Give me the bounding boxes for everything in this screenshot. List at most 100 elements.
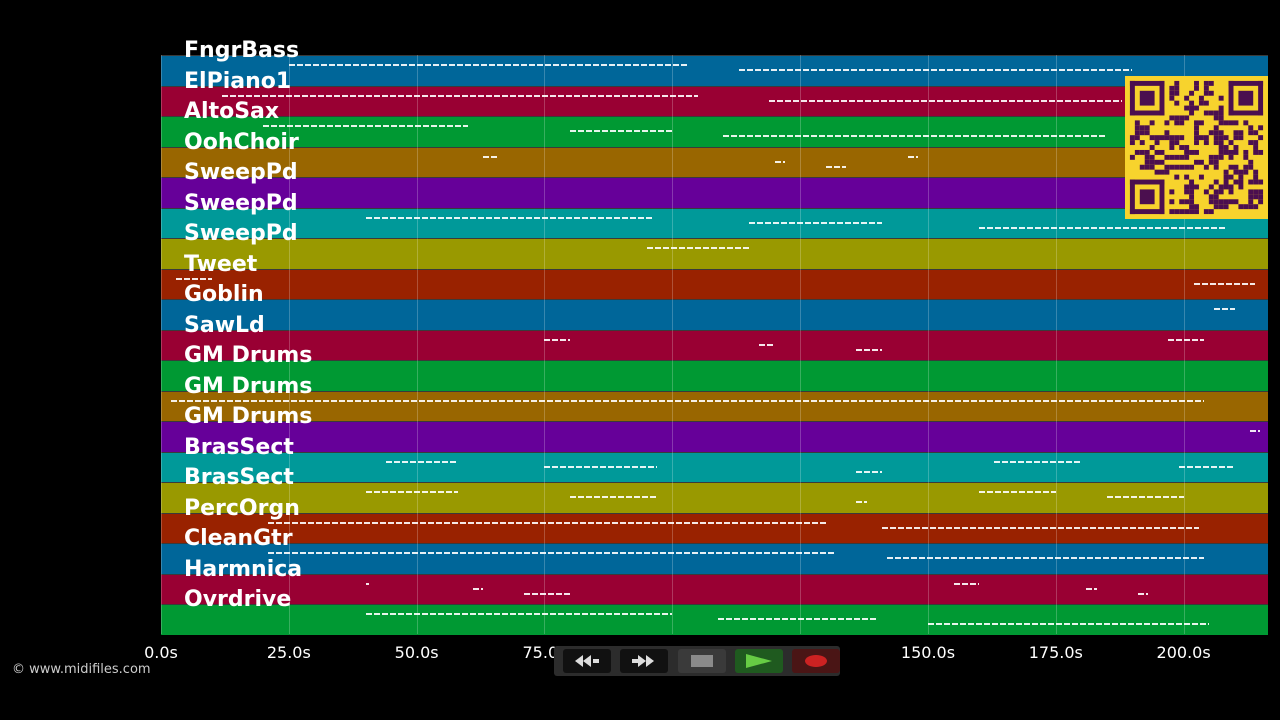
time-tick-label: 200.0s: [1156, 643, 1211, 662]
track-name: ElPiano1: [184, 68, 292, 94]
note: [385, 461, 458, 463]
note: [365, 613, 673, 615]
track-name: BrasSect: [184, 434, 294, 460]
track-name: Tweet: [184, 251, 258, 277]
track-lane: [161, 574, 1268, 605]
grid-line: [288, 55, 290, 634]
track-name: PercOrgn: [184, 495, 300, 521]
track-lane: [161, 513, 1268, 544]
track-name: Harmnica: [184, 556, 303, 582]
track-lane: [161, 269, 1268, 300]
record-icon: [805, 655, 827, 667]
fast-forward-icon: [632, 655, 654, 667]
note: [825, 166, 847, 168]
time-tick-label: 25.0s: [266, 643, 311, 662]
grid-line: [416, 55, 418, 634]
note: [365, 491, 458, 493]
track-lane: [161, 421, 1268, 452]
note: [881, 527, 1199, 529]
track-name: GM Drums: [184, 404, 313, 429]
note: [887, 557, 1205, 559]
note: [1178, 466, 1235, 468]
note: [927, 623, 1210, 625]
note: [222, 95, 698, 97]
track-lane: [161, 238, 1268, 269]
note: [994, 461, 1082, 463]
track-name: CleanGtr: [184, 526, 293, 551]
note: [1193, 283, 1256, 285]
track-lane: [161, 116, 1268, 147]
time-tick-label: 0.0s: [144, 643, 178, 662]
fast-forward-button[interactable]: [620, 649, 668, 673]
note: [1214, 308, 1235, 310]
rewind-button[interactable]: [563, 649, 611, 673]
track-lane: [161, 482, 1268, 513]
note: [759, 344, 775, 346]
note: [1250, 430, 1261, 432]
note: [544, 466, 657, 468]
play-icon: [746, 654, 772, 668]
track-name: SweepPd: [184, 190, 298, 216]
note: [738, 69, 1133, 71]
note: [749, 222, 882, 224]
grid-line: [927, 55, 929, 634]
note: [856, 501, 867, 503]
note: [769, 100, 1123, 102]
grid-line: [544, 55, 546, 634]
track-name: Ovrdrive: [184, 587, 292, 612]
note: [570, 496, 657, 498]
track-lane: [161, 147, 1268, 178]
track-lane: [161, 299, 1268, 330]
note: [544, 339, 571, 341]
note: [524, 593, 571, 595]
note: [483, 156, 499, 158]
note: [646, 247, 749, 249]
note: [171, 400, 1205, 402]
note: [979, 491, 1056, 493]
grid-line: [800, 55, 802, 634]
track-lane: [161, 360, 1268, 391]
track-lane: [161, 391, 1268, 422]
note: [1168, 339, 1205, 341]
track-name: SawLd: [184, 312, 265, 338]
grid-line: [1055, 55, 1057, 634]
track-name: AltoSax: [184, 99, 280, 124]
note: [472, 588, 484, 590]
track-name: GM Drums: [184, 373, 313, 399]
note: [263, 125, 468, 127]
time-tick-label: 175.0s: [1028, 643, 1083, 662]
grid-line: [1183, 55, 1185, 634]
note: [718, 618, 877, 620]
note: [570, 130, 673, 132]
note: [1086, 588, 1097, 590]
piano-roll[interactable]: [161, 55, 1268, 635]
track-name: SweepPd: [184, 160, 298, 185]
note: [979, 227, 1225, 229]
track-name: BrasSect: [184, 465, 294, 490]
track-lane: [161, 177, 1268, 208]
track-lane: [161, 543, 1268, 574]
qr-code-image: [1129, 80, 1264, 215]
note: [856, 471, 882, 473]
play-button[interactable]: [735, 649, 783, 673]
track-lane: [161, 604, 1268, 635]
transport-controls: [554, 646, 840, 676]
stop-button[interactable]: [678, 649, 726, 673]
record-button[interactable]: [792, 649, 840, 673]
track-lane: [161, 55, 1268, 86]
note: [723, 135, 1107, 137]
note: [268, 522, 826, 524]
track-lane: [161, 208, 1268, 239]
note: [288, 64, 688, 66]
track-name: Goblin: [184, 282, 264, 307]
grid-line: [672, 55, 674, 634]
track-name: OohChoir: [184, 129, 299, 155]
track-name: GM Drums: [184, 343, 313, 368]
track-lane: [161, 330, 1268, 361]
note: [176, 278, 213, 280]
stop-icon: [691, 655, 713, 667]
qr-code: [1125, 76, 1268, 219]
note: [1106, 496, 1184, 498]
note: [1137, 593, 1148, 595]
note: [774, 161, 785, 163]
